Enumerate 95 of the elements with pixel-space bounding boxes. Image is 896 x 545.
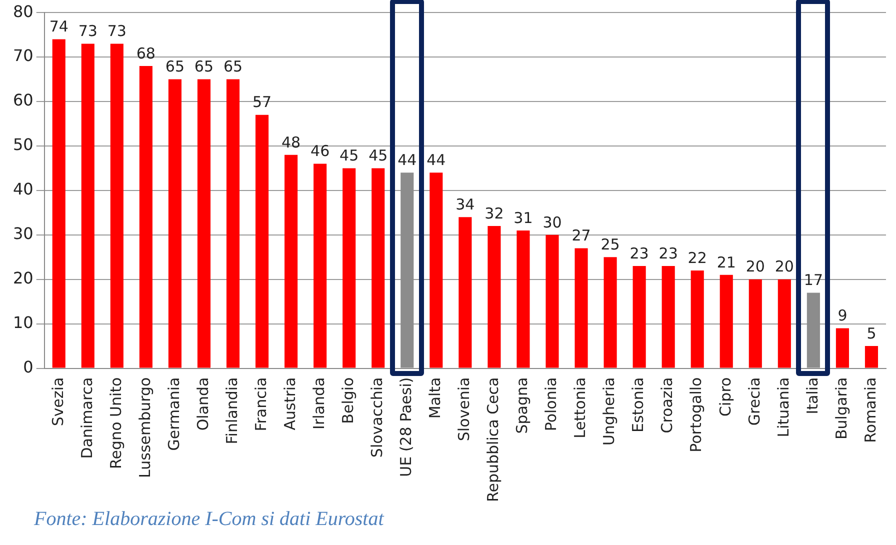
data-label: 20 (774, 258, 794, 276)
x-tick-label: Francia (252, 377, 270, 432)
bar (139, 66, 152, 368)
y-tick-label: 20 (13, 268, 34, 288)
x-tick-label: Lussemburgo (136, 377, 154, 478)
x-tick-label: Bulgaria (832, 377, 850, 440)
bar (314, 164, 327, 368)
x-tick-label: Olanda (194, 377, 212, 431)
x-tick-label: Danimarca (78, 377, 96, 459)
x-tick-label: Irlanda (310, 377, 328, 430)
x-tick-label: Croazia (658, 377, 676, 434)
data-label: 31 (514, 208, 533, 227)
x-tick-label: Ungheria (600, 377, 618, 446)
data-label: 68 (136, 44, 156, 62)
bar (864, 346, 878, 368)
data-label: 21 (716, 253, 736, 272)
data-label: 30 (542, 213, 562, 232)
x-tick-label: Repubblica Ceca (484, 377, 502, 502)
x-tick-label: UE (28 Paesi) (397, 377, 416, 477)
bar (546, 234, 559, 368)
bar (720, 274, 733, 368)
x-tick-label: Slovenia (455, 377, 474, 442)
data-label: 34 (456, 196, 475, 214)
bar (574, 248, 588, 368)
x-tick-label: Estonia (629, 377, 648, 432)
x-tick-label: Svezia (48, 377, 67, 426)
x-tick-label: Spagna (513, 377, 532, 434)
x-tick-label: Cipro (716, 377, 734, 416)
x-tick-label: Slovacchia (368, 377, 386, 458)
y-tick-label: 60 (13, 90, 34, 110)
bar (342, 168, 356, 368)
data-label: 46 (310, 142, 330, 160)
bar (430, 172, 443, 368)
bar (778, 279, 791, 368)
data-label: 25 (600, 236, 620, 254)
y-tick-label: 10 (13, 312, 34, 332)
data-label: 32 (484, 204, 504, 222)
x-tick-label: Malta (426, 377, 444, 419)
bar (488, 226, 501, 368)
data-label: 17 (804, 271, 823, 290)
y-tick-label: 40 (13, 180, 34, 199)
x-tick-label: Regno Unito (106, 377, 125, 469)
data-label: 9 (838, 306, 848, 325)
x-tick-label: Polonia (542, 377, 560, 432)
data-label: 20 (746, 258, 765, 276)
data-label: 74 (49, 18, 68, 36)
x-tick-label: Italia (803, 377, 822, 414)
source-note: Fonte: Elaborazione I-Com si dati Eurostat (34, 508, 384, 531)
bar (748, 279, 762, 368)
data-label: 73 (107, 22, 126, 40)
data-label: 45 (368, 146, 388, 165)
x-tick-label: Portogallo (687, 377, 706, 452)
data-label: 23 (630, 244, 649, 262)
y-tick-label: 70 (13, 46, 34, 66)
x-tick-label: Germania (164, 377, 183, 451)
data-label: 65 (223, 58, 243, 76)
x-tick-label: Lettonia (571, 377, 590, 438)
bar (372, 168, 385, 368)
data-label: 44 (426, 151, 446, 170)
bar (255, 114, 269, 368)
bar (604, 257, 617, 368)
y-tick-label: 80 (13, 2, 34, 21)
bar (836, 328, 849, 368)
y-tick-label: 0 (23, 357, 34, 376)
bar (632, 266, 646, 368)
data-label: 44 (398, 151, 417, 170)
bar (284, 154, 298, 368)
x-tick-label: Romania (861, 377, 880, 443)
bar (81, 44, 94, 368)
bar (52, 39, 66, 368)
data-label: 23 (658, 244, 678, 262)
y-tick-label: 50 (13, 135, 34, 154)
bar (458, 217, 472, 368)
data-label: 5 (866, 324, 876, 342)
x-tick-label: Finlandia (222, 377, 241, 444)
y-tick-label: 30 (13, 224, 34, 244)
bar (690, 270, 704, 368)
bar (168, 79, 182, 368)
data-label: 22 (688, 248, 707, 267)
data-label: 65 (165, 58, 185, 76)
x-tick-label: Lituania (774, 377, 792, 438)
x-tick-label: Austria (280, 377, 299, 430)
bar (226, 79, 240, 368)
bar (516, 230, 530, 368)
data-label: 45 (340, 146, 359, 165)
data-label: 57 (252, 93, 272, 112)
data-label: 65 (194, 58, 214, 76)
bar (110, 44, 124, 368)
x-tick-label: Belgio (338, 377, 357, 424)
data-label: 27 (572, 226, 591, 245)
bar (662, 266, 675, 368)
data-label: 73 (78, 22, 98, 40)
bar (197, 79, 211, 368)
data-label: 48 (282, 133, 301, 152)
x-tick-label: Grecia (745, 377, 764, 426)
